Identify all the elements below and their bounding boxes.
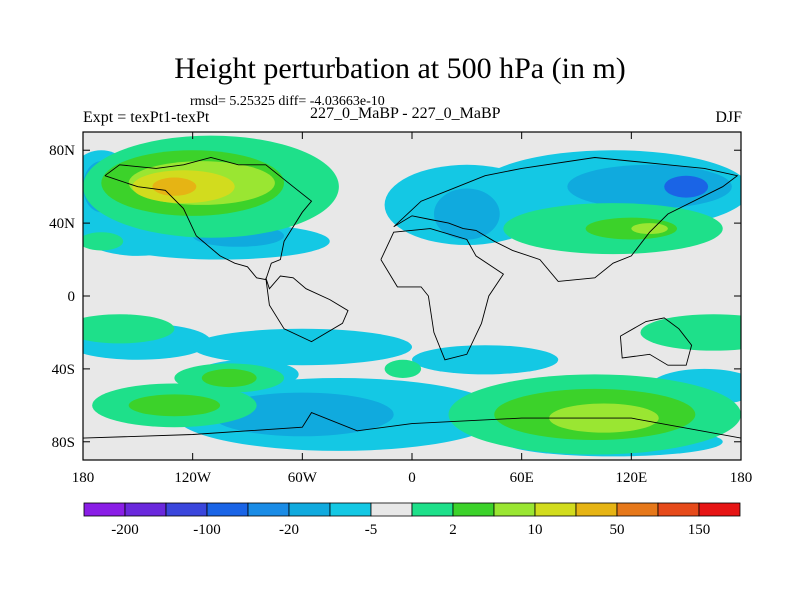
colorbar-swatch-13 [616,502,659,517]
colorbar-label-6: 50 [610,522,625,538]
colorbar-swatch-1 [124,502,167,517]
y-tick-label-2: 0 [68,289,76,305]
contour-region-3-2 [83,314,175,344]
colorbar-label-0: -200 [111,522,139,538]
colorbar-swatch-11 [534,502,577,517]
contour-region-1-0 [567,164,732,209]
colorbar-label-5: 10 [528,522,543,538]
coastline-south-america [265,275,349,343]
contour-region-0-6 [192,328,412,366]
x-tick-label-5: 120E [615,470,647,486]
coastline-antarctica [83,412,741,439]
colorbar-swatch-9 [452,502,495,517]
coastline-layer [83,157,741,439]
contour-layer [83,135,741,457]
x-tick-label-1: 120W [174,470,212,486]
contour-region-3-6 [640,314,741,351]
contour-region-4-2 [128,394,221,417]
colorbar-swatch-8 [411,502,454,517]
colorbar-label-3: -5 [365,522,378,538]
experiment-label: Expt = texPt1-texPt [83,109,210,126]
colorbar-swatch-12 [575,502,618,517]
y-tick-label-0: 80N [49,143,75,159]
colorbar-label-7: 150 [688,522,711,538]
y-tick-label-3: 40S [52,362,75,378]
x-tick-label-6: 180 [730,470,753,486]
y-tick-label-1: 40N [49,216,75,232]
coastline-africa [380,228,505,361]
comparison-label: 227_0_MaBP - 227_0_MaBP [310,105,501,122]
contour-region-3-8 [384,359,422,378]
axis-layer: 180 120W 60W 0 60E 120E 180 80N 40N 0 40S 80S [49,132,752,486]
colorbar-swatch-14 [657,502,700,517]
colorbar-label-4: 2 [449,522,457,538]
contour-region-7-0 [152,177,197,196]
contour-region-5-2 [631,223,668,235]
chart-title: Height perturbation at 500 hPa (in m) [174,52,626,85]
colorbar-label-1: -100 [193,522,221,538]
colorbar: -200 -100 -20 -5 2 10 50 150 [83,502,741,538]
colorbar-label-2: -20 [279,522,299,538]
colorbar-swatch-3 [206,502,249,517]
coastline-north-america [104,157,313,281]
colorbar-swatch-7 [370,502,413,517]
y-tick-label-4: 80S [52,435,75,451]
x-tick-label-0: 180 [72,470,95,486]
coastline-eurasia [393,157,739,282]
contour-region-1-2 [210,392,394,437]
contour-region-3-7 [83,232,124,251]
contour-region-2-0 [664,175,709,198]
x-tick-label-4: 60E [510,470,534,486]
colorbar-swatch-0 [83,502,126,517]
coastline-australia [619,317,693,366]
contour-region-1-1 [433,188,500,240]
stats-line: rmsd= 5.25325 diff= -4.03663e-10 [190,94,385,109]
colorbar-swatch-4 [247,502,290,517]
season-label: DJF [715,109,742,126]
colorbar-swatch-5 [288,502,331,517]
colorbar-swatch-15 [698,502,741,517]
colorbar-swatch-6 [329,502,372,517]
contour-region-4-1 [201,368,257,388]
contour-region-4-4 [585,217,678,240]
colorbar-swatch-2 [165,502,208,517]
x-tick-label-2: 60W [288,470,318,486]
x-tick-label-3: 0 [408,470,416,486]
contour-region-0-7 [412,345,559,375]
colorbar-swatch-10 [493,502,536,517]
